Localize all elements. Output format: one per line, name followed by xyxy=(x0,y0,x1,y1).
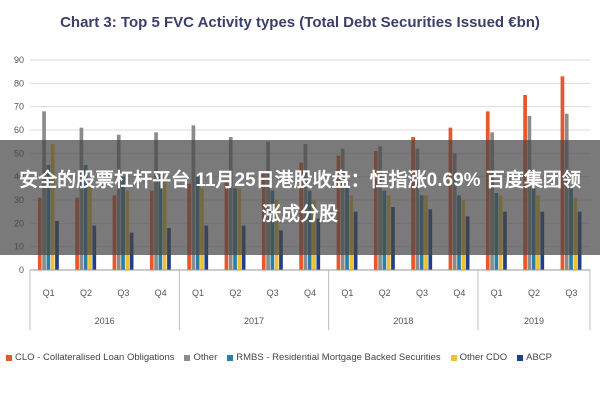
news-overlay-banner[interactable]: 安全的股票杠杆平台 11月25日港股收盘：恒指涨0.69% 百度集团领涨成分股 xyxy=(0,140,600,255)
legend-item: CLO - Collateralised Loan Obligations xyxy=(6,352,174,363)
year-label: 2016 xyxy=(95,316,115,326)
legend-label: RMBS - Residential Mortgage Backed Secur… xyxy=(236,352,441,363)
year-label: 2018 xyxy=(393,316,413,326)
legend-label: Other CDO xyxy=(459,352,508,363)
x-tick-label: Q3 xyxy=(117,288,129,298)
x-tick-label: Q2 xyxy=(80,288,92,298)
legend-label: ABCP xyxy=(526,352,552,363)
x-tick-label: Q3 xyxy=(416,288,428,298)
legend-swatch xyxy=(517,354,524,361)
legend-item: Other xyxy=(184,352,217,363)
y-tick-label: 60 xyxy=(14,125,24,135)
legend-swatch xyxy=(450,354,457,361)
legend-label: CLO - Collateralised Loan Obligations xyxy=(15,352,175,363)
news-headline[interactable]: 安全的股票杠杆平台 11月25日港股收盘：恒指涨0.69% 百度集团领涨成分股 xyxy=(19,169,581,225)
x-tick-label: Q1 xyxy=(341,288,353,298)
x-tick-label: Q3 xyxy=(565,288,577,298)
x-tick-label: Q4 xyxy=(304,288,316,298)
legend-item: ABCP xyxy=(517,352,552,363)
x-tick-label: Q4 xyxy=(453,288,465,298)
year-label: 2019 xyxy=(524,316,544,326)
x-tick-label: Q1 xyxy=(192,288,204,298)
y-tick-label: 90 xyxy=(14,55,24,65)
x-tick-label: Q3 xyxy=(267,288,279,298)
x-tick-label: Q4 xyxy=(155,288,167,298)
legend-swatch xyxy=(6,354,12,361)
x-tick-label: Q2 xyxy=(528,288,540,298)
x-tick-label: Q2 xyxy=(229,288,241,298)
legend-label: Other xyxy=(193,352,218,363)
y-tick-label: 80 xyxy=(14,78,24,88)
chart-title: Chart 3: Top 5 FVC Activity types (Total… xyxy=(60,14,540,31)
x-tick-label: Q1 xyxy=(491,288,503,298)
legend-swatch xyxy=(227,354,234,361)
legend-item: RMBS - Residential Mortgage Backed Secur… xyxy=(227,352,441,363)
legend-swatch xyxy=(184,354,191,361)
y-tick-label: 0 xyxy=(19,265,24,275)
y-tick-label: 70 xyxy=(14,102,24,112)
chart-legend: CLO - Collateralised Loan Obligations Oth… xyxy=(6,352,600,363)
x-tick-label: Q1 xyxy=(43,288,55,298)
legend-item: Other CDO xyxy=(450,352,508,363)
x-tick-label: Q2 xyxy=(379,288,391,298)
year-label: 2017 xyxy=(244,316,264,326)
